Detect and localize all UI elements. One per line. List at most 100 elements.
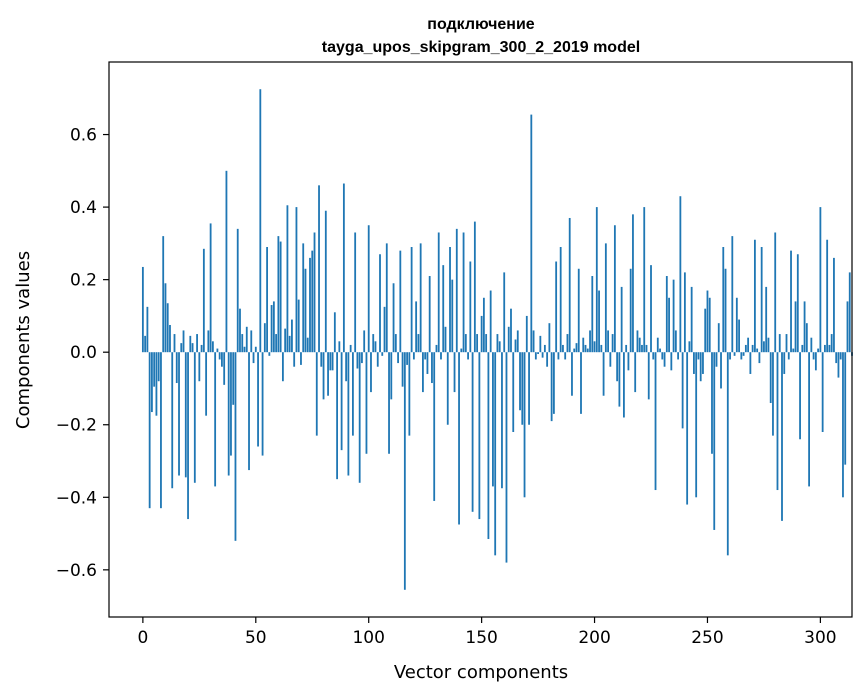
bar [661,352,664,360]
bar [218,352,221,360]
bar [794,301,797,353]
bar [833,257,835,353]
bar [785,334,788,353]
bar [769,352,772,403]
bar [763,341,765,353]
y-axis-label: Components values [13,251,34,429]
bar [781,352,783,521]
bar [196,334,198,353]
bar [632,214,634,353]
bar [397,352,399,364]
bar [792,348,795,353]
bar [288,335,291,353]
x-axis-ticks: 0 50 100 150 200 250 300 [137,617,837,648]
bar [281,352,284,382]
bar [717,323,720,353]
bar [503,272,506,353]
bar [327,352,329,396]
bar [157,352,160,382]
bar [279,241,282,353]
bar [516,330,519,353]
x-tick-label: 200 [578,628,610,648]
x-tick-label: 300 [804,628,836,648]
bar [740,352,743,360]
bar [358,352,361,483]
bar [446,352,449,425]
bar [205,352,208,416]
bar [239,308,241,353]
bar [230,352,232,456]
y-tick-label: −0.4 [56,488,97,508]
bar [408,352,411,436]
bar [349,344,352,353]
bar [697,352,700,360]
bar [379,254,381,353]
bar [426,352,429,374]
x-tick-label: 250 [691,628,723,648]
bar [291,319,293,353]
chart-title-line1: подключение [427,16,534,33]
y-tick-label: 0.2 [70,271,97,291]
bar [593,341,596,353]
bar [586,348,589,353]
bar [645,344,648,353]
bar [654,352,657,491]
bar [616,352,619,382]
y-axis-ticks: −0.6 −0.4 −0.2 0.0 0.2 0.4 0.6 [56,126,109,581]
bar [609,352,612,367]
bar [162,236,165,353]
bar [460,348,463,353]
bar [160,352,162,509]
bar [634,352,637,393]
bar [412,352,415,360]
bar [656,337,659,353]
bar [236,228,239,353]
bar [388,352,390,454]
bar [193,352,196,483]
bar [643,207,646,353]
bar [449,247,451,353]
bar [559,247,562,353]
bar [182,330,185,353]
bar [726,352,729,556]
bar [803,301,806,353]
bar [487,352,490,540]
bar [568,217,571,353]
bar [361,352,363,364]
bar [313,232,316,353]
bar [688,341,691,353]
bar [141,266,144,353]
bar [207,330,210,353]
bar [514,339,517,353]
y-tick-label: −0.6 [56,561,97,581]
bar [331,352,334,371]
bar [602,352,605,396]
bar [839,352,842,360]
bar [543,344,546,353]
bar [403,352,406,590]
bar [482,297,485,353]
bar [557,352,560,360]
bar [372,334,375,353]
bar [690,286,693,353]
bar [175,352,178,384]
bar [211,341,214,353]
bar [767,337,770,353]
bar [374,341,377,353]
bar [663,352,666,367]
bar [311,250,314,353]
bar [469,261,472,353]
bar [422,352,424,393]
bar [223,352,226,385]
bar [708,297,711,353]
bar [451,279,454,353]
bar [171,352,174,489]
bar [844,352,847,465]
bar [778,334,781,353]
bar [760,247,763,353]
bar [428,276,431,353]
bar [227,352,230,476]
bar [715,352,718,367]
bar [810,337,813,353]
